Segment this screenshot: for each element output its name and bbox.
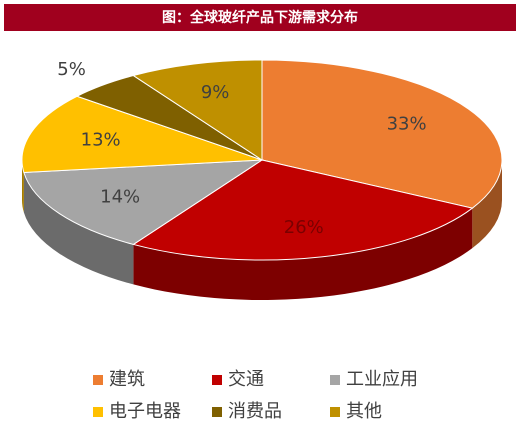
data-label: 33%	[387, 113, 427, 134]
slice	[132, 159, 474, 261]
chart-title: 图：全球玻纤产品下游需求分布	[162, 9, 358, 26]
title-bar	[4, 4, 516, 31]
legend-label: 电子电器	[109, 401, 181, 422]
legend-label: 其他	[346, 401, 382, 422]
slice-side	[472, 160, 502, 249]
legend-swatch	[212, 407, 222, 417]
slice	[21, 95, 263, 174]
data-label: 5%	[57, 59, 86, 80]
legend-swatch	[93, 375, 103, 385]
slice-side	[22, 160, 24, 213]
legend-swatch	[330, 407, 340, 417]
slice	[23, 159, 264, 245]
legend-swatch	[93, 407, 103, 417]
legend-label: 交通	[228, 369, 264, 390]
slice	[132, 59, 263, 161]
data-label: 13%	[81, 129, 121, 150]
legend-label: 建筑	[109, 369, 145, 390]
data-label: 26%	[284, 217, 324, 238]
legend-label: 工业应用	[346, 369, 418, 390]
data-label: 14%	[100, 187, 140, 208]
slice-side	[23, 172, 134, 285]
legend-label: 消费品	[228, 401, 282, 422]
data-label: 9%	[201, 82, 230, 103]
slice-side	[133, 208, 473, 300]
slice	[261, 59, 503, 209]
legend-swatch	[212, 375, 222, 385]
legend-swatch	[330, 375, 340, 385]
